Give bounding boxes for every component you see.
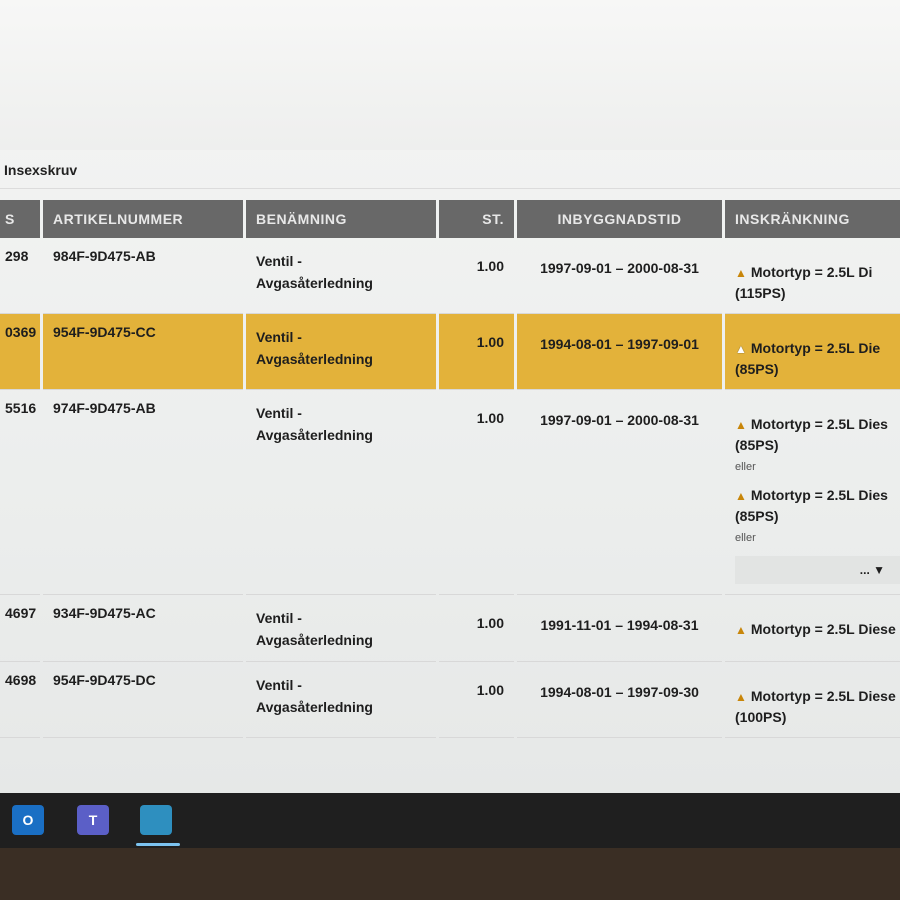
monitor-bezel xyxy=(0,848,900,900)
column-header-restriction[interactable]: INSKRÄNKNING xyxy=(725,200,900,238)
app-icon[interactable] xyxy=(140,805,172,835)
cell-period: 1991-11-01 – 1994-08-31 xyxy=(517,595,722,662)
column-header-article[interactable]: ARTIKELNUMMER xyxy=(43,200,243,238)
cell-restriction: ▲ Motortyp = 2.5L Di (115PS) xyxy=(725,238,900,314)
restriction: ▲ Motortyp = 2.5L Diese xyxy=(735,686,900,707)
restriction-power: (85PS) xyxy=(735,508,779,524)
cell-id: 298 xyxy=(0,238,40,314)
table-row[interactable]: 0369 954F-9D475-CC Ventil - Avgasåterledn… xyxy=(0,314,900,390)
cell-article: 934F-9D475-AC xyxy=(43,595,243,662)
name-line2: Avgasåterledning xyxy=(256,275,373,291)
cell-article: 984F-9D475-AB xyxy=(43,238,243,314)
restriction-text: Motortyp = 2.5L Diese xyxy=(750,621,896,637)
name-line1: Ventil - xyxy=(256,253,302,269)
name-line1: Ventil - xyxy=(256,610,302,626)
cell-restriction: ▲ Motortyp = 2.5L Dies (85PS) eller ▲ Motorty… xyxy=(725,390,900,595)
cell-article: 974F-9D475-AB xyxy=(43,390,243,595)
teams-icon[interactable]: T xyxy=(77,805,109,835)
name-line2: Avgasåterledning xyxy=(256,427,373,443)
warning-icon: ▲ xyxy=(735,342,747,356)
table-row[interactable]: 5516 974F-9D475-AB Ventil - Avgasåterledn… xyxy=(0,390,900,595)
warning-icon: ▲ xyxy=(735,266,747,280)
outlook-icon[interactable]: O xyxy=(12,805,44,835)
breadcrumb[interactable]: Insexskruv xyxy=(4,162,78,178)
cell-name: Ventil - Avgasåterledning xyxy=(246,390,436,595)
restriction-text: Motortyp = 2.5L Dies xyxy=(750,487,888,503)
column-header-id[interactable]: S xyxy=(0,200,40,238)
divider xyxy=(0,188,900,189)
cell-id: 4698 xyxy=(0,662,40,738)
restriction: ▲ Motortyp = 2.5L Diese xyxy=(735,619,900,640)
cell-restriction: ▲ Motortyp = 2.5L Diese xyxy=(725,595,900,662)
cell-id: 4697 xyxy=(0,595,40,662)
cell-article: 954F-9D475-CC xyxy=(43,314,243,390)
cell-qty: 1.00 xyxy=(439,238,514,314)
cell-period: 1994-08-01 – 1997-09-30 xyxy=(517,662,722,738)
warning-icon: ▲ xyxy=(735,690,747,704)
table-header-row: S ARTIKELNUMMER BENÄMNING ST. INBYGGNADS… xyxy=(0,200,900,238)
column-header-period[interactable]: INBYGGNADSTID xyxy=(517,200,722,238)
cell-qty: 1.00 xyxy=(439,390,514,595)
cell-name: Ventil - Avgasåterledning xyxy=(246,662,436,738)
restriction-text: Motortyp = 2.5L Di xyxy=(750,264,873,280)
or-label: eller xyxy=(735,461,756,473)
restriction: ▲ Motortyp = 2.5L Dies xyxy=(735,485,900,506)
restriction: ▲ Motortyp = 2.5L Di xyxy=(735,262,900,283)
cell-article: 954F-9D475-DC xyxy=(43,662,243,738)
top-area xyxy=(0,0,900,150)
warning-icon: ▲ xyxy=(735,623,747,637)
restriction-power: (85PS) xyxy=(735,361,779,377)
restriction-power: (85PS) xyxy=(735,437,779,453)
or-label: eller xyxy=(735,532,756,544)
warning-icon: ▲ xyxy=(735,418,747,432)
name-line1: Ventil - xyxy=(256,329,302,345)
restriction-text: Motortyp = 2.5L Die xyxy=(750,340,881,356)
cell-id: 5516 xyxy=(0,390,40,595)
name-line2: Avgasåterledning xyxy=(256,351,373,367)
cell-qty: 1.00 xyxy=(439,314,514,390)
restriction: ▲ Motortyp = 2.5L Dies xyxy=(735,414,900,435)
column-header-name[interactable]: BENÄMNING xyxy=(246,200,436,238)
active-indicator xyxy=(136,843,180,846)
show-more-button[interactable]: ... ▼ xyxy=(735,556,900,584)
cell-name: Ventil - Avgasåterledning xyxy=(246,314,436,390)
cell-id: 0369 xyxy=(0,314,40,390)
name-line1: Ventil - xyxy=(256,677,302,693)
cell-period: 1997-09-01 – 2000-08-31 xyxy=(517,390,722,595)
restriction-power: (115PS) xyxy=(735,285,786,301)
cell-qty: 1.00 xyxy=(439,662,514,738)
table-row[interactable]: 4698 954F-9D475-DC Ventil - Avgasåterledn… xyxy=(0,662,900,738)
parts-table: S ARTIKELNUMMER BENÄMNING ST. INBYGGNADS… xyxy=(0,200,900,738)
name-line1: Ventil - xyxy=(256,405,302,421)
screen: Insexskruv S ARTIKELNUMMER BENÄMNING ST.… xyxy=(0,0,900,800)
restriction: ▲ Motortyp = 2.5L Die xyxy=(735,338,900,359)
table-row[interactable]: 298 984F-9D475-AB Ventil - Avgasåterledni… xyxy=(0,238,900,314)
cell-restriction: ▲ Motortyp = 2.5L Diese (100PS) xyxy=(725,662,900,738)
restriction-text: Motortyp = 2.5L Diese xyxy=(750,688,896,704)
cell-qty: 1.00 xyxy=(439,595,514,662)
table-row[interactable]: 4697 934F-9D475-AC Ventil - Avgasåterledn… xyxy=(0,595,900,662)
warning-icon: ▲ xyxy=(735,489,747,503)
cell-name: Ventil - Avgasåterledning xyxy=(246,238,436,314)
name-line2: Avgasåterledning xyxy=(256,632,373,648)
name-line2: Avgasåterledning xyxy=(256,699,373,715)
column-header-qty[interactable]: ST. xyxy=(439,200,514,238)
restriction-text: Motortyp = 2.5L Dies xyxy=(750,416,888,432)
cell-period: 1994-08-01 – 1997-09-01 xyxy=(517,314,722,390)
restriction-power: (100PS) xyxy=(735,709,787,725)
cell-name: Ventil - Avgasåterledning xyxy=(246,595,436,662)
cell-period: 1997-09-01 – 2000-08-31 xyxy=(517,238,722,314)
cell-restriction: ▲ Motortyp = 2.5L Die (85PS) xyxy=(725,314,900,390)
